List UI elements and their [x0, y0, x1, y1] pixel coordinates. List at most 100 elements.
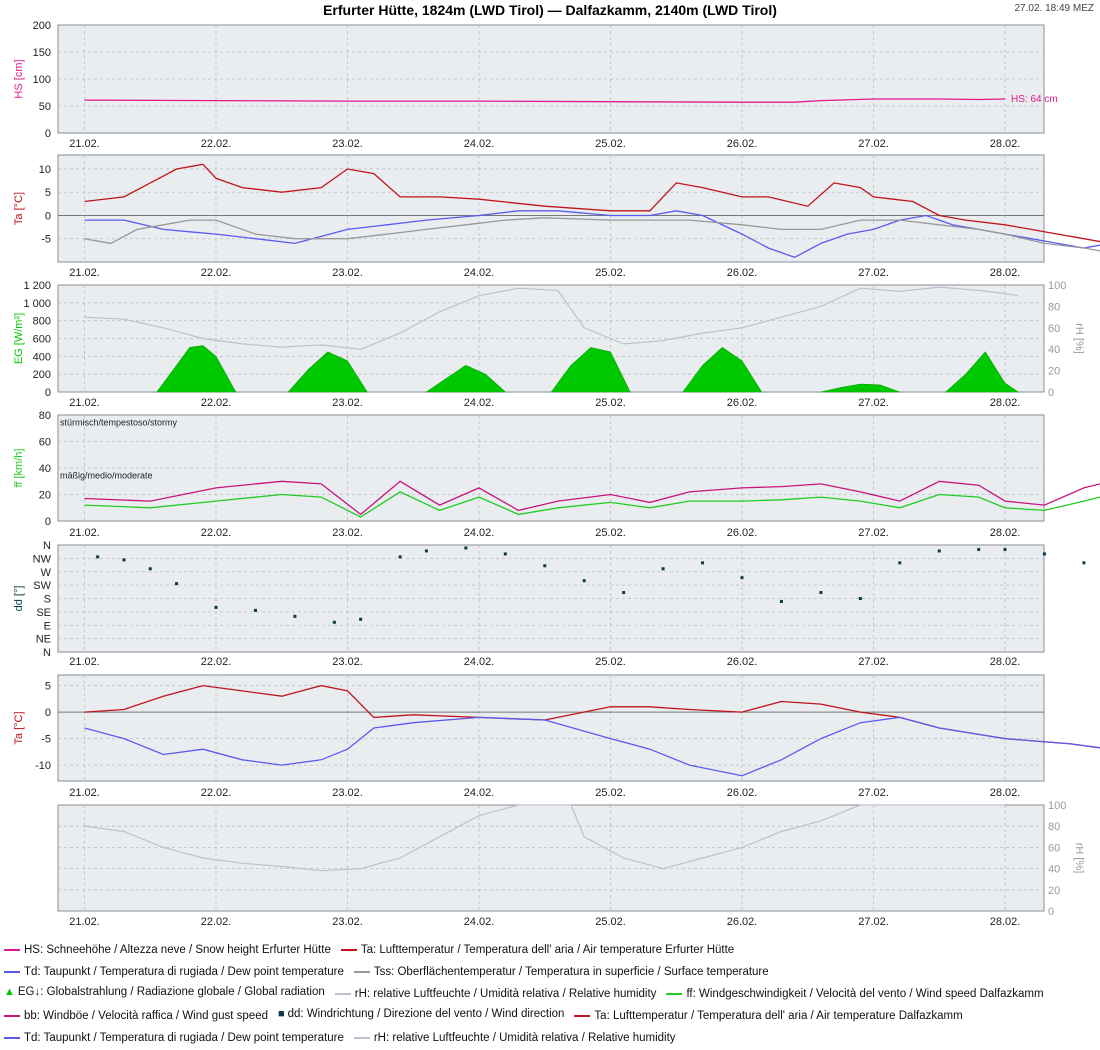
wind-direction-xtick-label: 28.02. [990, 656, 1021, 668]
wind-direction-point [332, 620, 336, 624]
radiation-rh-y2tick-label: 60 [1048, 323, 1060, 335]
wind-direction-ytick-label: SW [33, 580, 51, 592]
legend-item: rH: relative Luftfeuchte / Umidità relat… [334, 988, 657, 1000]
rh-dalfazkamm-series-rh [84, 804, 1005, 872]
rh-dalfazkamm-y2tick-label: 0 [1048, 906, 1054, 918]
wind-direction-ytick-label: NE [36, 634, 51, 646]
wind-speed-xtick-label: 28.02. [990, 527, 1021, 539]
wind-direction-point [937, 549, 941, 553]
chart-title: Erfurter Hütte, 1824m (LWD Tirol) — Dalf… [323, 2, 777, 18]
radiation-rh-series-rh [84, 286, 1019, 350]
temp-dalfazkamm-xtick-label: 23.02. [332, 787, 363, 799]
legend-item: Tss: Oberflächentemperatur / Temperatura… [353, 966, 769, 978]
wind-direction-point [661, 567, 665, 571]
wind-speed-xtick-label: 24.02. [464, 527, 495, 539]
radiation-rh-xtick-label: 26.02. [727, 397, 758, 409]
wind-direction-xtick-label: 21.02. [69, 656, 100, 668]
wind-direction-point [214, 605, 218, 609]
legend-label: rH: relative Luftfeuchte / Umidità relat… [354, 988, 657, 1000]
wind-direction-ytick-label: NW [33, 553, 52, 565]
legend-item: Ta: Lufttemperatur / Temperatura dell' a… [340, 944, 735, 956]
line-swatch-icon [4, 971, 20, 973]
radiation-rh-ytick-label: 1 000 [23, 298, 51, 310]
legend-label: HS: Schneehöhe / Altezza neve / Snow hei… [24, 944, 331, 956]
snow-height-ytick-label: 100 [33, 74, 51, 86]
rh-dalfazkamm-ylabel-right: rH [%] [1073, 843, 1085, 874]
line-swatch-icon [4, 1037, 20, 1039]
rh-dalfazkamm-y2tick-label: 80 [1048, 821, 1060, 833]
legend-label: EG↓: Globalstrahlung / Radiazione global… [17, 986, 325, 998]
snow-height-xtick-label: 27.02. [858, 138, 889, 150]
radiation-rh-xtick-label: 25.02. [595, 397, 626, 409]
radiation-rh-y2tick-label: 20 [1048, 366, 1060, 378]
snow-height-ytick-label: 150 [33, 47, 51, 59]
wind-direction-ytick-label: W [41, 567, 52, 579]
snow-height-ylabel: HS [cm] [13, 59, 25, 98]
wind-direction-point [96, 555, 100, 559]
wind-direction-ytick-label: S [44, 594, 51, 606]
legend-label: Ta: Lufttemperatur / Temperatura dell' a… [360, 944, 735, 956]
snow-height-xtick-label: 21.02. [69, 138, 100, 150]
legend-label: ff: Windgeschwindigkeit / Velocità del v… [686, 988, 1044, 1000]
temp-erfurter-series-tss [84, 217, 1100, 252]
wind-speed-xtick-label: 21.02. [69, 527, 100, 539]
radiation-rh-ytick-label: 1 200 [23, 280, 51, 292]
wind-direction-ytick-label: N [43, 647, 51, 659]
wind-direction-point [858, 597, 862, 600]
line-swatch-icon [353, 1037, 370, 1039]
rh-dalfazkamm-y2tick-label: 100 [1048, 800, 1066, 812]
radiation-rh-radiation-area [425, 364, 507, 393]
temp-erfurter-series-ta [84, 163, 1100, 243]
snow-height-end-label: HS: 64 cm [1011, 94, 1058, 105]
line-swatch-icon [353, 971, 370, 973]
radiation-rh-ytick-label: 200 [33, 369, 51, 381]
wind-speed-ytick-label: 20 [39, 490, 51, 502]
wind-direction-point [122, 558, 126, 562]
wind-direction-xtick-label: 26.02. [727, 656, 758, 668]
radiation-rh-radiation-area [156, 345, 237, 393]
wind-speed-annotation: stürmisch/tempestoso/stormy [60, 417, 178, 427]
wind-direction-point [398, 555, 402, 559]
rh-dalfazkamm-plot-area [57, 804, 1045, 912]
rh-dalfazkamm-xtick-label: 22.02. [201, 916, 232, 928]
rh-dalfazkamm-y2tick-label: 20 [1048, 885, 1060, 897]
radiation-rh-xtick-label: 22.02. [201, 397, 232, 409]
temp-erfurter-xtick-label: 28.02. [990, 267, 1021, 279]
line-swatch-icon [574, 1015, 591, 1017]
temp-dalfazkamm-ytick-label: 5 [45, 681, 51, 693]
temp-erfurter-ytick-label: 0 [45, 210, 51, 222]
radiation-rh-radiation-area [682, 347, 763, 393]
radiation-rh-radiation-area [820, 383, 900, 393]
temp-erfurter-xtick-label: 24.02. [464, 267, 495, 279]
rh-dalfazkamm-xtick-label: 21.02. [69, 916, 100, 928]
radiation-rh-y2tick-label: 100 [1048, 280, 1066, 292]
wind-direction-xtick-label: 25.02. [595, 656, 626, 668]
legend-item: bb: Windböe / Velocità raffica / Wind gu… [4, 1010, 268, 1022]
wind-direction-point [898, 561, 902, 565]
wind-speed-xtick-label: 23.02. [332, 527, 363, 539]
wind-direction-point [503, 552, 507, 556]
radiation-rh-y2tick-label: 40 [1048, 344, 1060, 356]
wind-direction-ylabel: dd [°] [13, 586, 25, 612]
wind-direction-point [148, 567, 152, 571]
radiation-rh-radiation-area [945, 351, 1020, 393]
snow-height-ytick-label: 0 [45, 128, 51, 140]
wind-direction-point [1082, 561, 1086, 565]
wind-speed-ytick-label: 80 [39, 410, 51, 422]
legend-row: Td: Taupunkt / Temperatura di rugiada / … [4, 1030, 686, 1044]
line-swatch-icon [4, 1015, 20, 1017]
rh-dalfazkamm-y2tick-label: 40 [1048, 864, 1060, 876]
square-icon: ■ [277, 1008, 285, 1020]
radiation-rh-ytick-label: 0 [45, 387, 51, 399]
wind-speed-series-ff [84, 491, 1100, 518]
legend-label: Tss: Oberflächentemperatur / Temperatura… [373, 966, 769, 978]
temp-erfurter-ylabel: Ta [°C] [13, 192, 25, 225]
wind-direction-point [582, 579, 586, 583]
wind-speed-ytick-label: 0 [45, 516, 51, 528]
temp-dalfazkamm-ylabel: Ta [°C] [13, 711, 25, 744]
line-swatch-icon [334, 993, 351, 995]
legend-label: bb: Windböe / Velocità raffica / Wind gu… [24, 1010, 268, 1022]
snow-height-ytick-label: 50 [39, 101, 51, 113]
wind-speed-xtick-label: 22.02. [201, 527, 232, 539]
wind-direction-point [740, 576, 744, 580]
